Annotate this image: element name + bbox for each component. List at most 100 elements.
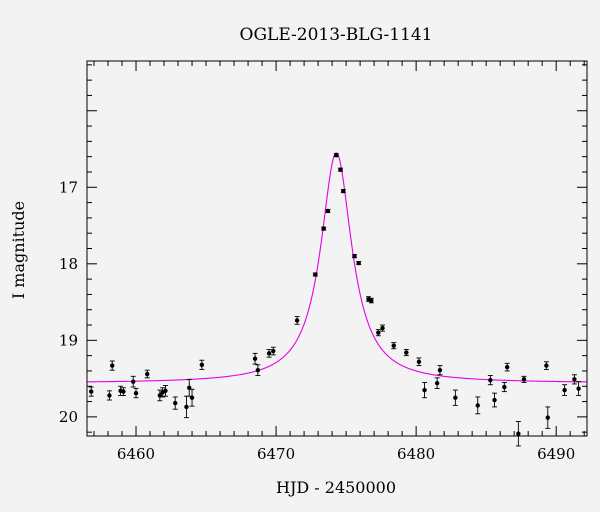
data-point bbox=[437, 365, 443, 376]
data-point bbox=[492, 392, 498, 408]
data-marker bbox=[380, 325, 385, 331]
data-marker bbox=[110, 363, 115, 368]
data-marker bbox=[121, 389, 126, 394]
data-point bbox=[172, 396, 178, 410]
data-marker bbox=[352, 253, 357, 259]
data-marker bbox=[189, 395, 195, 400]
data-point bbox=[199, 359, 205, 370]
data-point bbox=[133, 388, 139, 399]
data-marker bbox=[89, 389, 94, 394]
data-point bbox=[501, 381, 507, 393]
y-tick-label: 17 bbox=[59, 178, 78, 196]
data-marker bbox=[266, 351, 272, 356]
data-marker bbox=[422, 387, 427, 393]
data-marker bbox=[173, 400, 178, 406]
data-point bbox=[321, 226, 327, 231]
data-marker bbox=[334, 152, 339, 158]
data-marker bbox=[133, 390, 139, 396]
data-point bbox=[356, 260, 362, 266]
data-marker bbox=[325, 208, 331, 214]
data-point bbox=[504, 362, 510, 372]
plot-layer: 6460 6470 6480 6490 17 18 19 20 bbox=[59, 61, 587, 463]
data-marker bbox=[404, 350, 409, 355]
data-marker bbox=[516, 431, 521, 436]
data-point bbox=[109, 360, 115, 371]
data-point bbox=[294, 316, 300, 325]
data-point bbox=[144, 369, 150, 379]
y-axis-label: I magnitude bbox=[9, 201, 28, 299]
data-point bbox=[562, 384, 568, 396]
data-marker bbox=[488, 377, 493, 383]
data-point bbox=[571, 374, 577, 385]
data-marker bbox=[545, 415, 550, 420]
data-marker bbox=[184, 404, 189, 410]
data-point bbox=[266, 349, 272, 358]
x-axis-label: HJD - 2450000 bbox=[276, 478, 396, 497]
data-point bbox=[576, 381, 582, 396]
data-marker bbox=[576, 386, 581, 391]
data-marker bbox=[391, 343, 396, 348]
data-point bbox=[183, 395, 189, 419]
data-point bbox=[252, 352, 258, 365]
data-marker bbox=[131, 379, 136, 384]
data-marker bbox=[416, 359, 422, 364]
data-point bbox=[120, 387, 126, 396]
data-marker bbox=[313, 272, 318, 277]
x-tick-label: 6460 bbox=[117, 445, 155, 463]
y-tick-label: 18 bbox=[59, 255, 78, 273]
data-point bbox=[422, 381, 428, 399]
data-point bbox=[452, 389, 458, 406]
data-marker bbox=[369, 298, 374, 303]
data-point bbox=[521, 375, 527, 383]
x-tick-label: 6490 bbox=[537, 445, 575, 463]
data-point bbox=[391, 342, 397, 350]
data-point bbox=[380, 324, 386, 332]
y-tick-label: 20 bbox=[59, 408, 78, 426]
data-point bbox=[130, 375, 136, 388]
data-marker bbox=[338, 167, 343, 172]
x-tick-label: 6470 bbox=[257, 445, 295, 463]
data-marker bbox=[434, 380, 440, 386]
data-point bbox=[106, 390, 112, 401]
data-point bbox=[333, 152, 339, 158]
data-marker bbox=[572, 377, 577, 382]
plot-frame bbox=[86, 60, 588, 437]
data-marker bbox=[521, 377, 527, 382]
data-point bbox=[368, 297, 374, 304]
data-point bbox=[475, 396, 481, 415]
data-marker bbox=[544, 363, 549, 368]
data-point bbox=[189, 388, 195, 407]
data-marker bbox=[437, 367, 443, 373]
chart-title: OGLE-2013-BLG-1141 bbox=[240, 25, 433, 45]
data-point bbox=[338, 167, 344, 172]
data-marker bbox=[252, 356, 258, 361]
data-marker bbox=[163, 388, 168, 394]
data-point bbox=[416, 357, 422, 367]
data-point bbox=[515, 421, 521, 447]
data-point bbox=[434, 377, 440, 390]
data-point bbox=[403, 349, 409, 357]
data-marker bbox=[492, 397, 497, 403]
data-marker bbox=[255, 367, 261, 373]
data-point bbox=[487, 375, 493, 386]
data-point bbox=[543, 361, 549, 370]
data-point bbox=[545, 406, 551, 429]
data-marker bbox=[562, 387, 567, 393]
data-point bbox=[340, 188, 346, 194]
data-point bbox=[162, 385, 168, 397]
data-point bbox=[325, 208, 331, 214]
data-marker bbox=[321, 226, 326, 231]
data-marker bbox=[107, 393, 112, 398]
data-point bbox=[312, 272, 318, 277]
data-marker bbox=[504, 364, 510, 370]
data-marker bbox=[502, 384, 507, 390]
data-marker bbox=[294, 318, 300, 323]
data-marker bbox=[341, 188, 346, 194]
data-marker bbox=[199, 362, 205, 368]
data-marker bbox=[145, 371, 150, 377]
data-marker bbox=[356, 260, 361, 266]
data-marker bbox=[475, 403, 480, 408]
